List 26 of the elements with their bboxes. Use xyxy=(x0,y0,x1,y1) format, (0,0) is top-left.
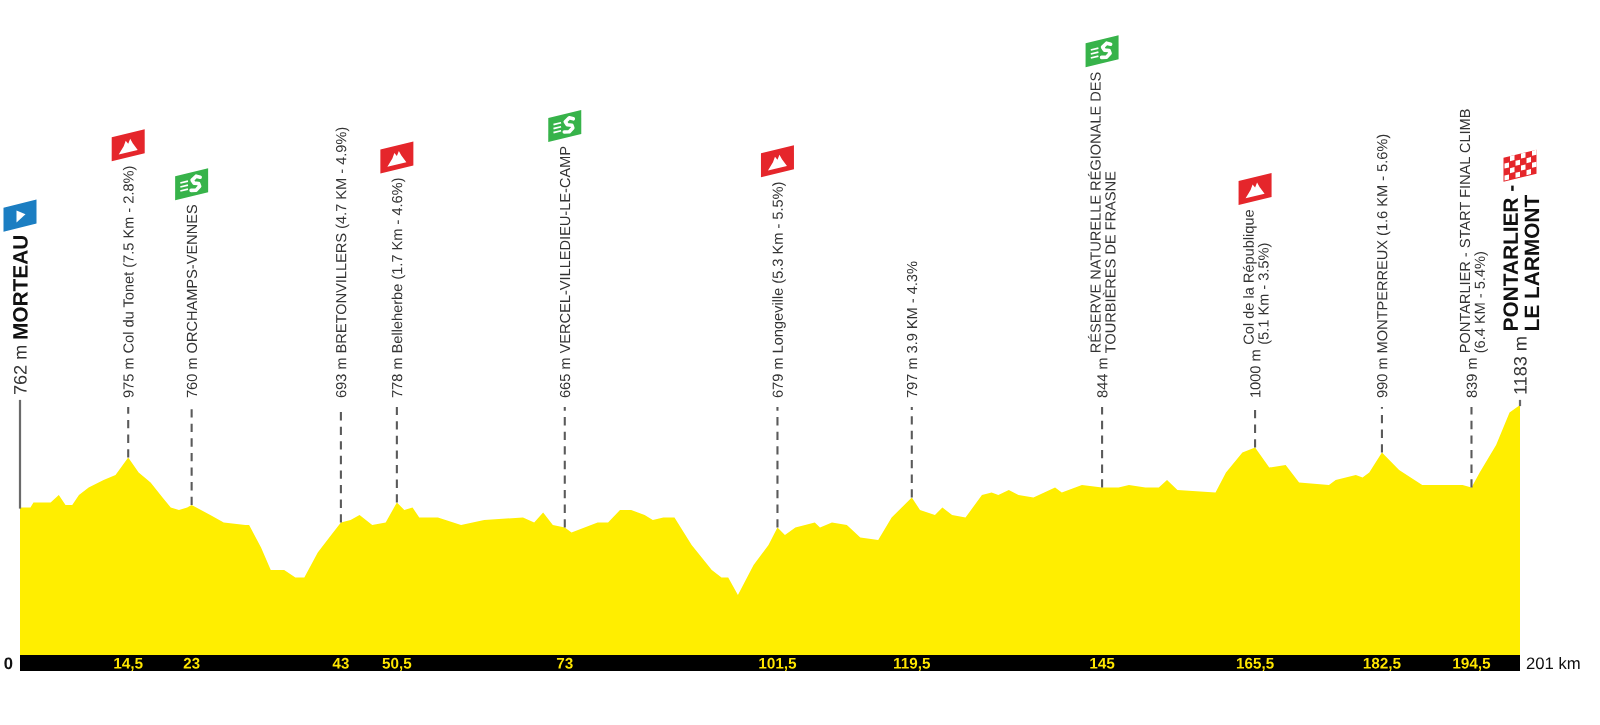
annotation: 762 m MORTEAU xyxy=(13,235,28,395)
annotation: 760 m ORCHAMPS-VENNES xyxy=(186,204,198,398)
x-tick-label: 50,5 xyxy=(382,657,412,671)
annotation: 839 m PONTARLIER - START FINAL CLIMB (6.4 KM - 5.4%) xyxy=(1459,109,1488,398)
x-tick-label: 73 xyxy=(556,657,573,669)
x-tick-label: 23 xyxy=(183,657,200,669)
annotation: 975 m Col du Tonet (7.5 Km - 2.8%) xyxy=(122,166,137,398)
annotation: 1000 m Col de la République (5.1 Km - 3.5%) xyxy=(1242,210,1272,397)
annotation: 990 m MONTPERREUX (1.6 KM - 5.6%) xyxy=(1376,134,1391,398)
text: 0 xyxy=(4,657,13,670)
annotation: 797 m 3.9 KM - 4.3% xyxy=(906,261,918,398)
x-tick-label: 145 xyxy=(1090,658,1115,669)
annotation: 679 m Longeville (5.3 Km - 5.5%) xyxy=(772,182,786,398)
x-tick-label: 165,5 xyxy=(1236,657,1274,671)
annotation: 1183 m PONTARLIER - LE LARMONT xyxy=(1503,185,1540,394)
x-tick-label: 194,5 xyxy=(1453,657,1491,671)
annotation: 778 m Belleherbe (1.7 Km - 4.6%) xyxy=(391,178,406,398)
annotation: 693 m BRETONVILLERS (4.7 KM - 4.9%) xyxy=(335,127,350,398)
x-tick-label: 101,5 xyxy=(759,657,797,671)
text: 201 km xyxy=(1526,656,1580,670)
x-tick-label: 43 xyxy=(332,657,349,669)
x-tick-label: 119,5 xyxy=(894,657,931,671)
annotation: 844 m RÉSERVE NATURELLE RÉGIONALE DES TOURBIÈRES DE FRASNE xyxy=(1087,72,1116,398)
x-tick-label: 14,5 xyxy=(114,658,143,671)
x-tick-label: 182,5 xyxy=(1363,657,1401,671)
annotation: 665 m VERCEL-VILLEDIEU-LE-CAMP xyxy=(559,146,571,398)
